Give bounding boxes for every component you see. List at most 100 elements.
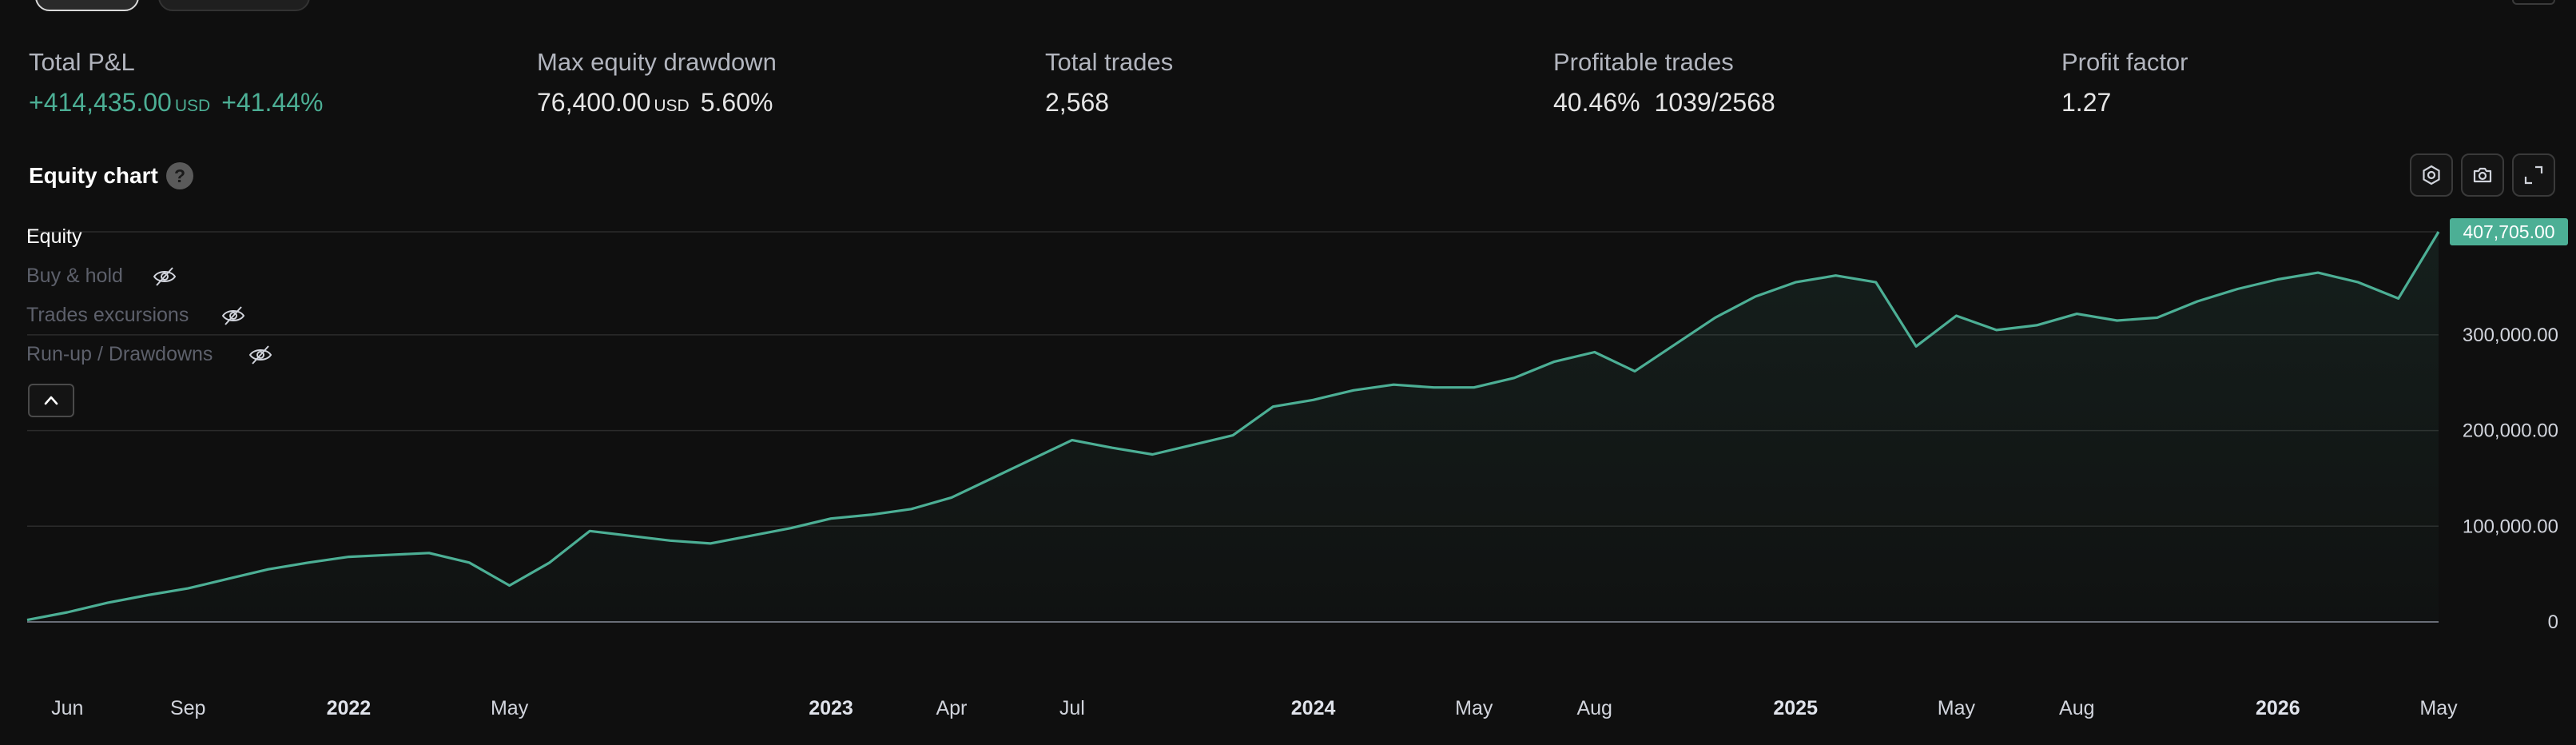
equity-point [1995, 329, 1998, 332]
equity-line [26, 231, 2440, 622]
equity-point [2035, 324, 2038, 327]
equity-point [388, 553, 391, 556]
legend-item-trades-excursions[interactable]: Trades excursions [26, 302, 245, 328]
metric-profitable-trades: Profitable trades 40.46% 1039/2568 [1553, 46, 1775, 120]
legend-collapse-button[interactable] [28, 384, 74, 417]
equity-point [990, 476, 993, 480]
equity-point [2116, 319, 2119, 322]
x-tick-label: May [1455, 697, 1493, 719]
equity-point [2316, 271, 2320, 274]
equity-point [1111, 446, 1114, 449]
equity-point [267, 568, 270, 571]
equity-point [1874, 281, 1878, 284]
metric-value-row: 1.27 [2061, 85, 2188, 120]
legend-label: Buy & hold [26, 265, 123, 287]
equity-point [2397, 297, 2400, 300]
equity-point [749, 534, 752, 537]
legend-item-runup-drawdowns[interactable]: Run-up / Drawdowns [26, 341, 272, 367]
equity-point [2276, 277, 2280, 281]
equity-point [910, 508, 913, 511]
metric-max-drawdown: Max equity drawdown 76,400.00 USD 5.60% [537, 46, 777, 124]
camera-icon [2473, 167, 2492, 183]
equity-point [1835, 274, 1838, 277]
equity-point [1552, 360, 1556, 363]
equity-point [1392, 383, 1395, 386]
equity-point [1473, 386, 1476, 389]
equity-point [829, 517, 833, 520]
equity-point [2236, 287, 2240, 290]
metrics-bar: Total P&L +414,435.00 USD +41.44% Max equi… [29, 46, 2576, 126]
x-tick-label: May [1938, 697, 1976, 719]
legend-label: Equity [26, 225, 82, 248]
snapshot-button[interactable] [2461, 153, 2504, 197]
x-tick-year-label: 2023 [809, 697, 853, 719]
equity-point [307, 561, 310, 564]
y-tick-label: 200,000.00 [2463, 420, 2558, 442]
metric-value-row: 76,400.00 USD 5.60% [537, 85, 777, 124]
last-value-label-text: 407,705.00 [2463, 221, 2554, 242]
x-tick-year-label: 2025 [1773, 697, 1818, 719]
metric-profit-factor: Profit factor 1.27 [2061, 46, 2188, 120]
equity-point [1714, 316, 1717, 319]
equity-point [467, 561, 471, 564]
fullscreen-button[interactable] [2512, 153, 2555, 197]
equity-point [1031, 458, 1034, 461]
y-tick-label: 100,000.00 [2463, 516, 2558, 537]
metric-label: Max equity drawdown [537, 48, 777, 76]
metric-value-row: 2,568 [1045, 85, 1173, 120]
settings-button[interactable] [2410, 153, 2453, 197]
equity-point [227, 577, 230, 580]
equity-point [1151, 453, 1154, 456]
metric-secondary: +41.44% [221, 88, 324, 117]
equity-point [2356, 281, 2359, 284]
equity-point [186, 587, 189, 590]
metric-secondary: 1039/2568 [1654, 88, 1775, 117]
x-tick-label: Aug [1576, 697, 1612, 719]
x-tick-year-label: 2026 [2256, 697, 2300, 719]
equity-point [669, 539, 672, 542]
top-right-control[interactable] [2512, 0, 2555, 5]
x-tick-year-label: 2024 [1291, 697, 1336, 719]
metric-secondary: 5.60% [700, 88, 773, 117]
equity-point [508, 584, 511, 588]
x-tick-label: Jul [1059, 697, 1085, 719]
metric-value: 40.46% [1553, 88, 1640, 117]
metric-value: 2,568 [1045, 88, 1110, 117]
last-value-label: 407,705.00 [2450, 218, 2568, 245]
metric-label: Profit factor [2061, 48, 2188, 76]
equity-point [1071, 439, 1074, 442]
equity-point [1914, 345, 1918, 348]
equity-point [548, 561, 551, 564]
chart-title: Equity chart [29, 163, 158, 188]
equity-point [588, 529, 591, 532]
equity-point [146, 593, 149, 596]
legend-item-buy-hold[interactable]: Buy & hold [26, 263, 177, 289]
equity-point [427, 552, 431, 555]
x-tick-label: Jun [51, 697, 83, 719]
y-tick-label: 300,000.00 [2463, 325, 2558, 346]
equity-point [347, 556, 350, 559]
equity-point [1633, 369, 1636, 372]
last-value-label-background [2450, 218, 2568, 245]
equity-point [2437, 230, 2440, 233]
metric-value: +414,435.00 [29, 88, 172, 117]
eye-off-icon[interactable] [221, 304, 245, 328]
equity-point [629, 534, 632, 537]
metric-total-trades: Total trades 2,568 [1045, 46, 1173, 120]
legend-item-equity[interactable]: Equity [26, 224, 81, 249]
equity-point [1593, 350, 1596, 353]
metric-total-pnl: Total P&L +414,435.00 USD +41.44% [29, 46, 323, 124]
equity-area [27, 232, 2439, 622]
fullscreen-icon [2524, 165, 2543, 185]
equity-point [1312, 398, 1315, 401]
metric-value: 76,400.00 [537, 88, 651, 117]
metric-value-row: +414,435.00 USD +41.44% [29, 85, 323, 124]
equity-point [789, 527, 793, 530]
eye-off-icon[interactable] [248, 343, 272, 367]
equity-point [1954, 314, 1958, 317]
metric-unit: USD [174, 97, 211, 115]
equity-point [1754, 295, 1757, 298]
help-icon[interactable]: ? [166, 162, 193, 189]
eye-off-icon[interactable] [153, 265, 177, 289]
